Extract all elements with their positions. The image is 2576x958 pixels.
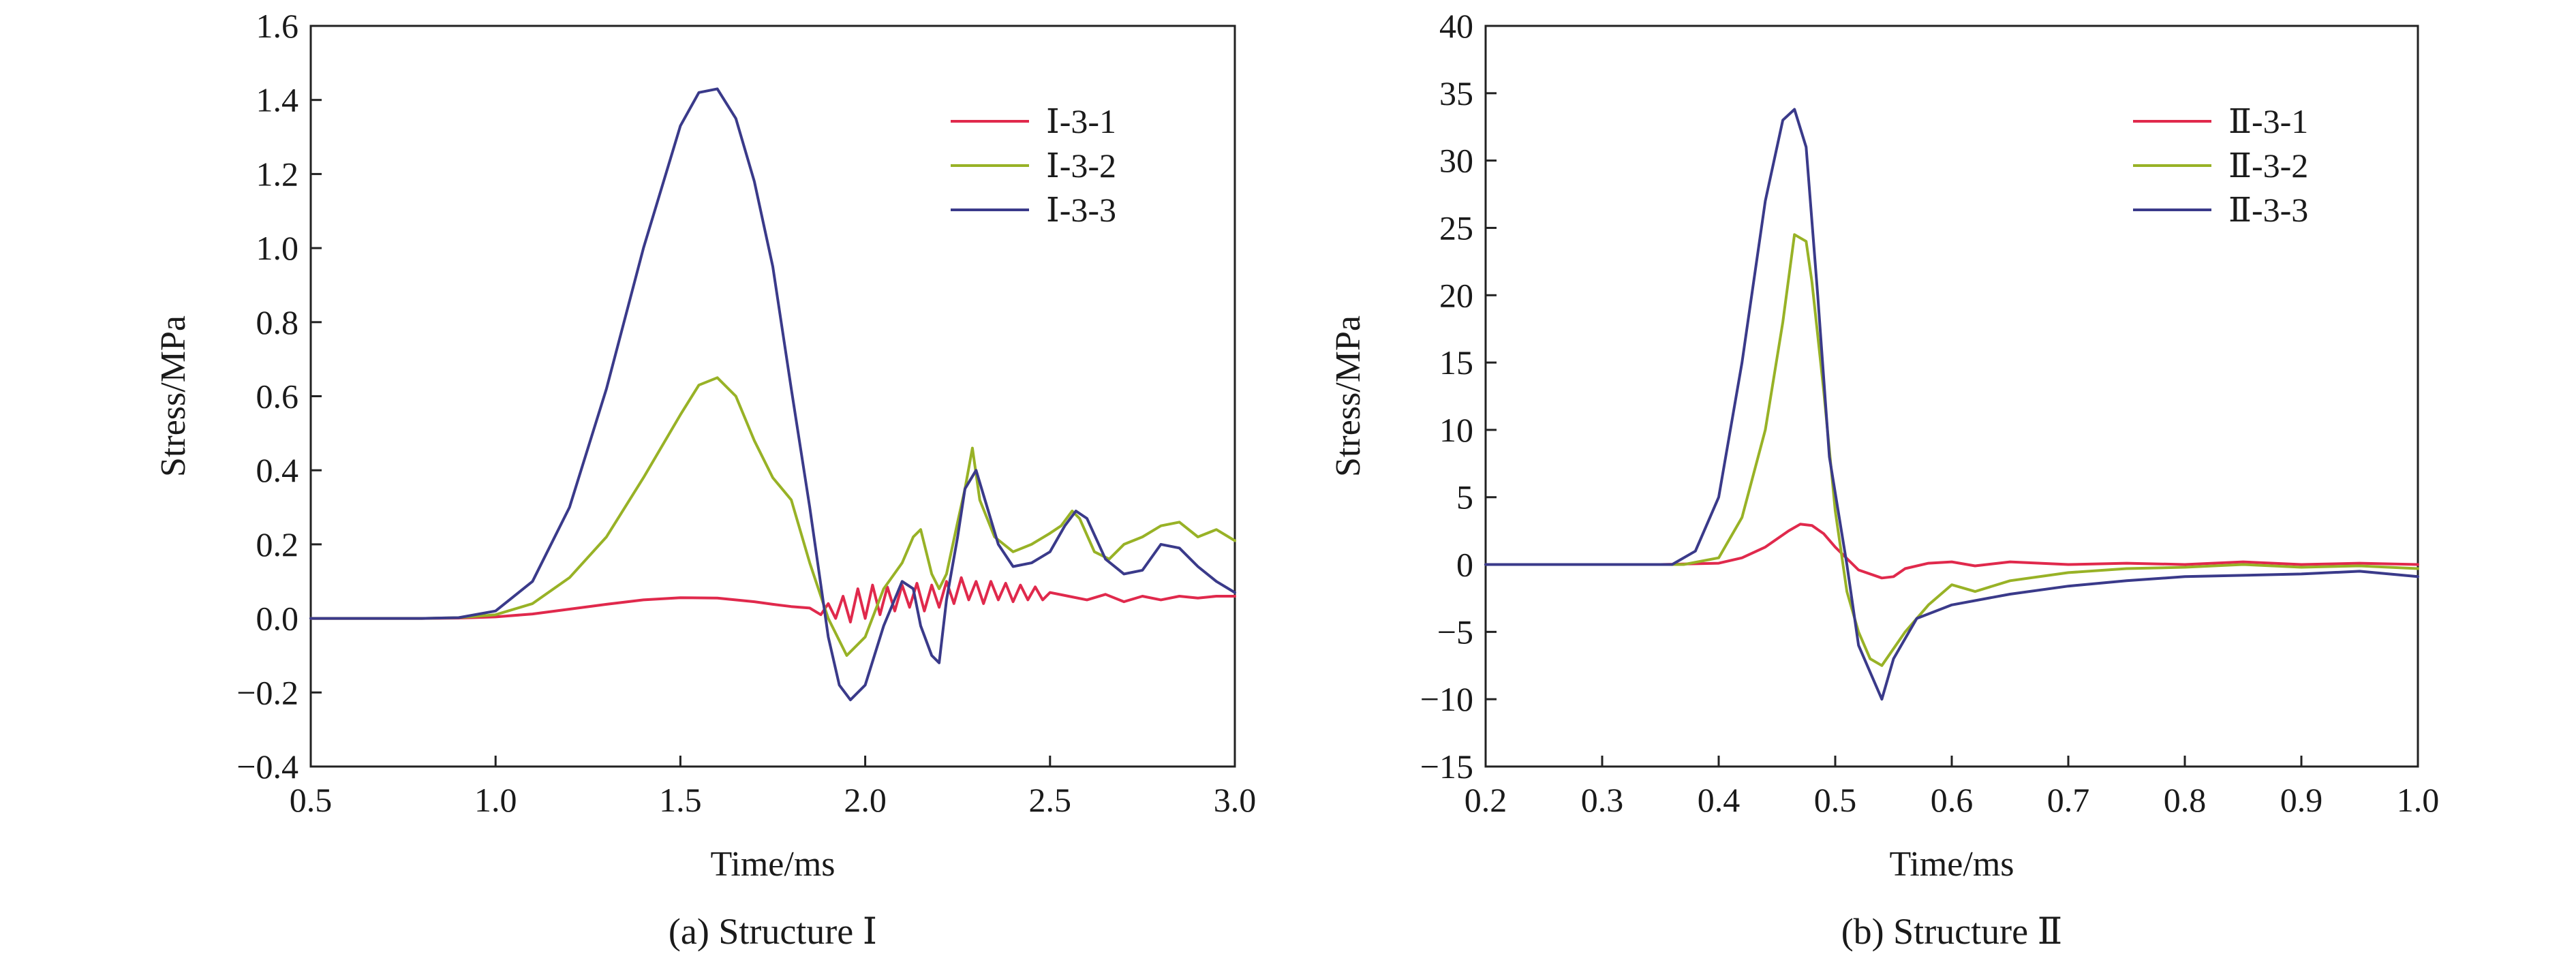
panel-a-structure-1: 0.5 1.0 1.5 2.0 2.5 3.0 −0.4 −0.2 0.0 0.2 0.4 0.6 0.… [154, 7, 1256, 952]
panel-a-legend-label-2: Ⅰ-3-2 [1046, 146, 1116, 185]
panel-b-series-line-2 [1484, 233, 2419, 667]
panel-b-y-tick-label: 10 [1439, 411, 1473, 449]
panel-b-x-tick-label: 0.3 [1581, 781, 1624, 819]
panel-b-y-tick-label: 25 [1439, 208, 1473, 247]
panel-b-legend: Ⅱ-3-1 Ⅱ-3-2 Ⅱ-3-3 [2133, 102, 2308, 229]
panel-a-y-tick-label: 0.2 [256, 525, 299, 563]
panel-b-y-tick-label: −10 [1420, 680, 1473, 718]
panel-a-series-line-1 [309, 576, 1236, 623]
panel-a-y-tick-label: 0.4 [256, 451, 299, 489]
panel-b-y-tick-label: −5 [1437, 613, 1473, 651]
panel-a-y-tick-label: 1.4 [256, 81, 299, 119]
panel-b-caption: (b) Structure Ⅱ [1841, 911, 2063, 952]
panel-a-x-tick-label: 1.5 [659, 781, 702, 819]
panel-b-y-tick-label: 30 [1439, 142, 1473, 180]
panel-b-series-layer [1484, 108, 2419, 701]
panel-a-x-tick-label: 2.0 [844, 781, 887, 819]
panel-b-x-tick-label: 1.0 [2397, 781, 2440, 819]
panel-b-legend-label-1: Ⅱ-3-1 [2228, 102, 2308, 140]
panel-a-axes-layer: 0.5 1.0 1.5 2.0 2.5 3.0 −0.4 −0.2 0.0 0.2 0.4 0.6 0.… [236, 7, 1256, 819]
panel-a-y-tick-label: −0.4 [236, 747, 298, 786]
panel-a-y-tick-label: 1.2 [256, 155, 299, 193]
panel-a-x-tick-label: 3.0 [1214, 781, 1257, 819]
panel-b-y-axis-title: Stress/MPa [1329, 315, 1368, 477]
panel-b-legend-label-2: Ⅱ-3-2 [2228, 146, 2308, 185]
panel-b-series-line-3 [1484, 108, 2419, 701]
panel-a-y-tick-label: 0.0 [256, 600, 299, 638]
panel-a-y-tick-label: 1.6 [256, 7, 299, 45]
panel-b-x-tick-label: 0.8 [2164, 781, 2207, 819]
panel-a-x-tick-label: 2.5 [1029, 781, 1072, 819]
panel-b-x-tick-label: 0.4 [1698, 781, 1741, 819]
panel-b-legend-label-3: Ⅱ-3-3 [2228, 191, 2308, 229]
panel-a-y-tick-label: 0.6 [256, 377, 299, 416]
panel-b-x-tick-label: 0.7 [2047, 781, 2090, 819]
panel-a-y-tick-label: 0.8 [256, 303, 299, 341]
panel-a-y-tick-label: 1.0 [256, 229, 299, 267]
panel-b-x-axis-title: Time/ms [1889, 845, 2014, 884]
panel-a-x-axis-title: Time/ms [710, 845, 835, 884]
panel-b-y-tick-label: 0 [1456, 546, 1473, 584]
panel-a-series-layer [309, 87, 1236, 702]
panel-b-x-tick-label: 0.5 [1814, 781, 1857, 819]
panel-a-series-line-2 [309, 376, 1236, 657]
panel-b-series-line-1 [1484, 523, 2419, 580]
panel-b-y-tick-label: 20 [1439, 276, 1473, 314]
panel-b-y-tick-label: −15 [1420, 747, 1473, 786]
panel-a-legend: Ⅰ-3-1 Ⅰ-3-2 Ⅰ-3-3 [951, 102, 1116, 229]
panel-b-axes-layer: 0.2 0.3 0.4 0.5 0.6 0.7 0.8 0.9 1.0 −15 −10 −5 0 5 10 1… [1420, 7, 2439, 819]
panel-b-x-tick-label: 0.9 [2280, 781, 2323, 819]
panel-a-legend-label-3: Ⅰ-3-3 [1046, 191, 1116, 229]
panel-a-y-axis-title: Stress/MPa [154, 315, 193, 477]
panel-a-y-tick-label: −0.2 [236, 673, 298, 711]
panel-a-x-tick-label: 0.5 [290, 781, 333, 819]
panel-a-series-line-3 [309, 87, 1236, 702]
panel-a-caption: (a) Structure Ⅰ [669, 911, 877, 952]
panel-b-x-tick-label: 0.2 [1465, 781, 1507, 819]
panel-b-y-tick-label: 40 [1439, 7, 1473, 45]
panel-a-legend-label-1: Ⅰ-3-1 [1046, 102, 1116, 140]
panel-a-x-tick-label: 1.0 [474, 781, 517, 819]
panel-b-y-tick-label: 15 [1439, 343, 1473, 382]
panel-b-y-tick-label: 5 [1456, 478, 1473, 516]
panel-b-structure-2: 0.2 0.3 0.4 0.5 0.6 0.7 0.8 0.9 1.0 −15 −10 −5 0 5 10 1… [1329, 7, 2439, 952]
panel-b-x-tick-label: 0.6 [1931, 781, 1974, 819]
panel-b-y-tick-label: 35 [1439, 74, 1473, 112]
